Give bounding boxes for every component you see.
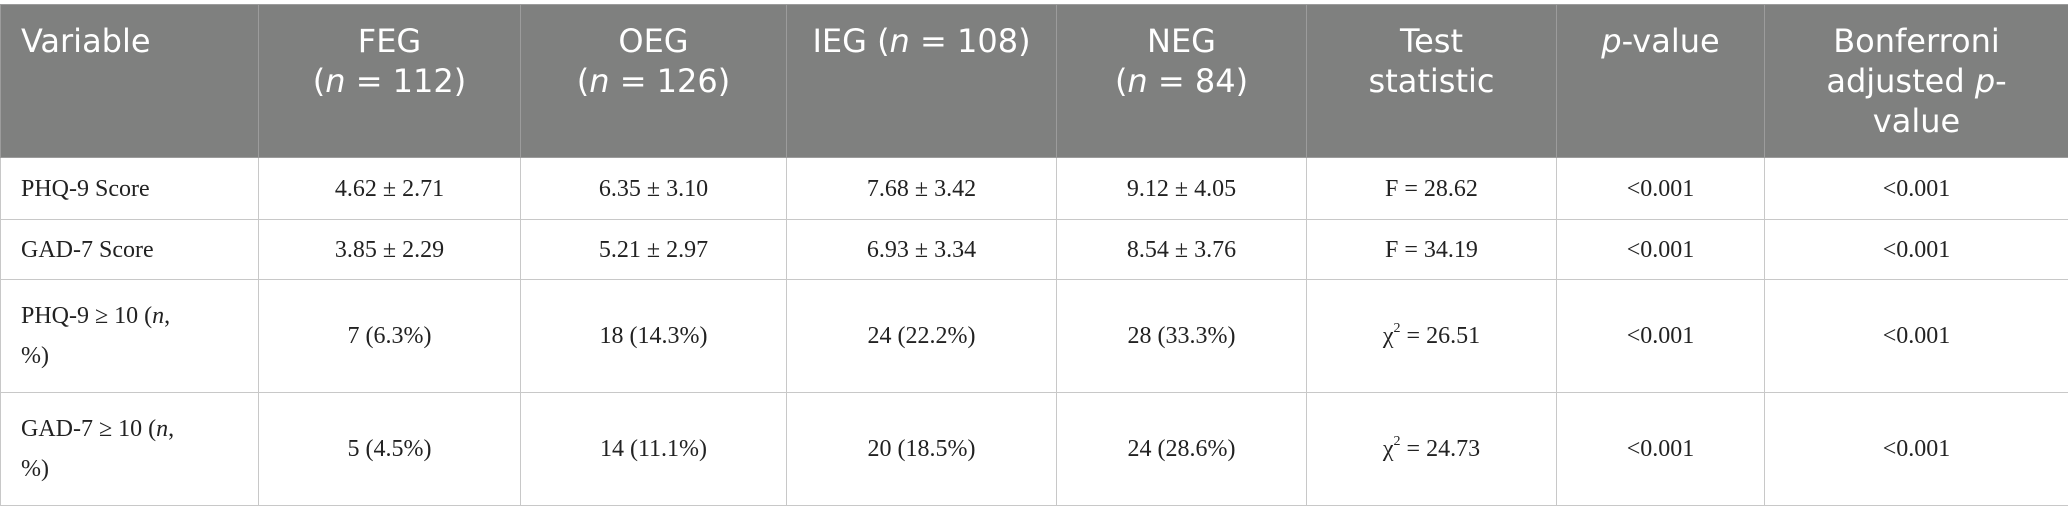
cell-test-statistic: F = 34.19 <box>1306 219 1557 280</box>
cell-p-value: <0.001 <box>1556 392 1765 506</box>
cell-p-value: <0.001 <box>1556 219 1765 280</box>
header-row: Variable FEG (n = 112) OEG (n = 126) IEG… <box>0 4 2068 158</box>
cell-feg: 5 (4.5%) <box>258 392 521 506</box>
cell-test-statistic: χ2 = 24.73 <box>1306 392 1557 506</box>
header-test-statistic: Test statistic <box>1306 4 1557 158</box>
cell-ieg: 20 (18.5%) <box>786 392 1057 506</box>
cell-ieg: 7.68 ± 3.42 <box>786 157 1057 220</box>
cell-oeg: 6.35 ± 3.10 <box>520 157 787 220</box>
cell-neg: 28 (33.3%) <box>1056 279 1307 393</box>
cell-neg: 8.54 ± 3.76 <box>1056 219 1307 280</box>
table-row: PHQ-9 Score 4.62 ± 2.71 6.35 ± 3.10 7.68… <box>0 157 2068 220</box>
cell-bonferroni: <0.001 <box>1764 219 2068 280</box>
header-ieg: IEG (n = 108) <box>786 4 1057 158</box>
cell-feg: 3.85 ± 2.29 <box>258 219 521 280</box>
table-body: PHQ-9 Score 4.62 ± 2.71 6.35 ± 3.10 7.68… <box>0 157 2068 506</box>
table-row: GAD-7 Score 3.85 ± 2.29 5.21 ± 2.97 6.93… <box>0 219 2068 280</box>
cell-oeg: 14 (11.1%) <box>520 392 787 506</box>
header-feg: FEG (n = 112) <box>258 4 521 158</box>
cell-variable: GAD-7 ≥ 10 (n, %) <box>0 392 259 506</box>
results-table: Variable FEG (n = 112) OEG (n = 126) IEG… <box>0 4 2068 506</box>
cell-p-value: <0.001 <box>1556 157 1765 220</box>
cell-feg: 7 (6.3%) <box>258 279 521 393</box>
cell-test-statistic: χ2 = 26.51 <box>1306 279 1557 393</box>
table-row: PHQ-9 ≥ 10 (n, %) 7 (6.3%) 18 (14.3%) 24… <box>0 279 2068 393</box>
cell-ieg: 6.93 ± 3.34 <box>786 219 1057 280</box>
cell-test-statistic: F = 28.62 <box>1306 157 1557 220</box>
table-row: GAD-7 ≥ 10 (n, %) 5 (4.5%) 14 (11.1%) 20… <box>0 392 2068 506</box>
cell-ieg: 24 (22.2%) <box>786 279 1057 393</box>
cell-oeg: 18 (14.3%) <box>520 279 787 393</box>
cell-variable: PHQ-9 ≥ 10 (n, %) <box>0 279 259 393</box>
table-header: Variable FEG (n = 112) OEG (n = 126) IEG… <box>0 4 2068 158</box>
cell-neg: 24 (28.6%) <box>1056 392 1307 506</box>
header-variable: Variable <box>0 4 259 158</box>
header-bonferroni: Bonferroni adjusted p- value <box>1764 4 2068 158</box>
cell-variable: PHQ-9 Score <box>0 157 259 220</box>
cell-feg: 4.62 ± 2.71 <box>258 157 521 220</box>
cell-neg: 9.12 ± 4.05 <box>1056 157 1307 220</box>
cell-bonferroni: <0.001 <box>1764 279 2068 393</box>
header-oeg: OEG (n = 126) <box>520 4 787 158</box>
header-neg: NEG (n = 84) <box>1056 4 1307 158</box>
cell-variable: GAD-7 Score <box>0 219 259 280</box>
header-p-value: p-value <box>1556 4 1765 158</box>
cell-oeg: 5.21 ± 2.97 <box>520 219 787 280</box>
cell-bonferroni: <0.001 <box>1764 392 2068 506</box>
cell-p-value: <0.001 <box>1556 279 1765 393</box>
cell-bonferroni: <0.001 <box>1764 157 2068 220</box>
